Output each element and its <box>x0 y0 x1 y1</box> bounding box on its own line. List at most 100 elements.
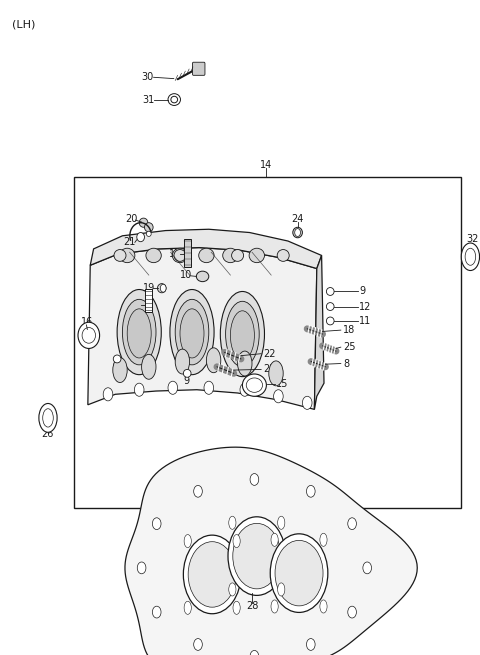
Text: 16: 16 <box>81 317 93 328</box>
Text: 21: 21 <box>123 237 136 248</box>
Circle shape <box>295 229 300 236</box>
Ellipse shape <box>249 248 264 263</box>
Ellipse shape <box>233 601 240 614</box>
Ellipse shape <box>226 301 259 367</box>
Ellipse shape <box>326 288 334 295</box>
Ellipse shape <box>137 233 144 242</box>
Ellipse shape <box>113 355 121 363</box>
Text: 31: 31 <box>142 94 155 105</box>
Circle shape <box>137 562 146 574</box>
Circle shape <box>250 474 259 485</box>
Ellipse shape <box>242 374 266 396</box>
Ellipse shape <box>271 600 278 613</box>
Circle shape <box>307 485 315 497</box>
Ellipse shape <box>461 243 480 271</box>
Ellipse shape <box>180 309 204 358</box>
FancyBboxPatch shape <box>192 62 205 75</box>
Circle shape <box>228 517 286 595</box>
Ellipse shape <box>238 351 252 376</box>
Ellipse shape <box>231 250 244 261</box>
Ellipse shape <box>146 231 151 236</box>
Ellipse shape <box>183 369 191 377</box>
Text: 7: 7 <box>136 300 143 310</box>
Ellipse shape <box>142 354 156 379</box>
Ellipse shape <box>277 583 285 596</box>
Circle shape <box>250 650 259 655</box>
Text: 32: 32 <box>467 234 479 244</box>
Ellipse shape <box>82 328 96 343</box>
Text: 26: 26 <box>41 429 53 440</box>
Text: 12: 12 <box>359 301 372 312</box>
Ellipse shape <box>206 348 221 373</box>
Circle shape <box>152 517 161 529</box>
Ellipse shape <box>246 378 263 392</box>
Bar <box>74 177 461 508</box>
Text: 30: 30 <box>142 72 154 83</box>
Ellipse shape <box>465 248 476 265</box>
Ellipse shape <box>114 250 126 261</box>
Circle shape <box>348 607 357 618</box>
Text: (LH): (LH) <box>12 19 36 29</box>
Ellipse shape <box>233 534 240 548</box>
Circle shape <box>168 381 178 394</box>
Text: 9: 9 <box>112 362 118 372</box>
Circle shape <box>103 388 113 401</box>
Ellipse shape <box>220 291 264 377</box>
Ellipse shape <box>320 533 327 546</box>
Ellipse shape <box>277 250 289 261</box>
Circle shape <box>183 535 241 614</box>
Ellipse shape <box>269 361 283 386</box>
Ellipse shape <box>146 248 161 263</box>
Ellipse shape <box>229 516 236 529</box>
Ellipse shape <box>171 96 178 103</box>
Text: 19: 19 <box>143 282 156 293</box>
Ellipse shape <box>117 290 161 375</box>
Text: 20: 20 <box>125 214 137 225</box>
Text: 15: 15 <box>276 379 288 389</box>
Text: 23: 23 <box>263 364 276 375</box>
Text: 18: 18 <box>343 325 356 335</box>
Ellipse shape <box>122 299 156 365</box>
Text: 22: 22 <box>263 348 276 359</box>
Ellipse shape <box>223 248 238 263</box>
Circle shape <box>193 639 202 650</box>
Ellipse shape <box>175 349 190 374</box>
Text: 9: 9 <box>183 376 189 386</box>
Polygon shape <box>125 447 417 655</box>
Ellipse shape <box>229 583 236 596</box>
Text: 28: 28 <box>246 601 258 611</box>
Ellipse shape <box>144 223 153 232</box>
Circle shape <box>270 534 328 612</box>
Circle shape <box>240 383 250 396</box>
Polygon shape <box>90 229 322 269</box>
Bar <box>145 289 152 312</box>
Ellipse shape <box>277 516 285 529</box>
Circle shape <box>275 540 323 606</box>
Ellipse shape <box>78 322 100 348</box>
Ellipse shape <box>271 533 278 546</box>
Text: 25: 25 <box>343 342 356 352</box>
Circle shape <box>152 607 161 618</box>
Circle shape <box>188 542 236 607</box>
Ellipse shape <box>326 317 334 325</box>
Text: 8: 8 <box>343 358 349 369</box>
Text: 14: 14 <box>260 160 273 170</box>
Ellipse shape <box>293 227 302 238</box>
Circle shape <box>194 485 203 497</box>
Text: 11: 11 <box>359 316 372 326</box>
Ellipse shape <box>326 303 334 310</box>
Ellipse shape <box>120 248 135 263</box>
Polygon shape <box>314 255 324 409</box>
Text: 10: 10 <box>180 270 192 280</box>
Ellipse shape <box>168 94 180 105</box>
Text: 24: 24 <box>291 214 303 224</box>
Circle shape <box>204 381 214 394</box>
Circle shape <box>363 562 372 574</box>
Ellipse shape <box>175 299 209 365</box>
Circle shape <box>134 383 144 396</box>
Ellipse shape <box>174 250 186 261</box>
Ellipse shape <box>196 271 209 282</box>
Text: 17: 17 <box>169 249 182 259</box>
Circle shape <box>348 517 357 529</box>
Circle shape <box>233 523 281 589</box>
